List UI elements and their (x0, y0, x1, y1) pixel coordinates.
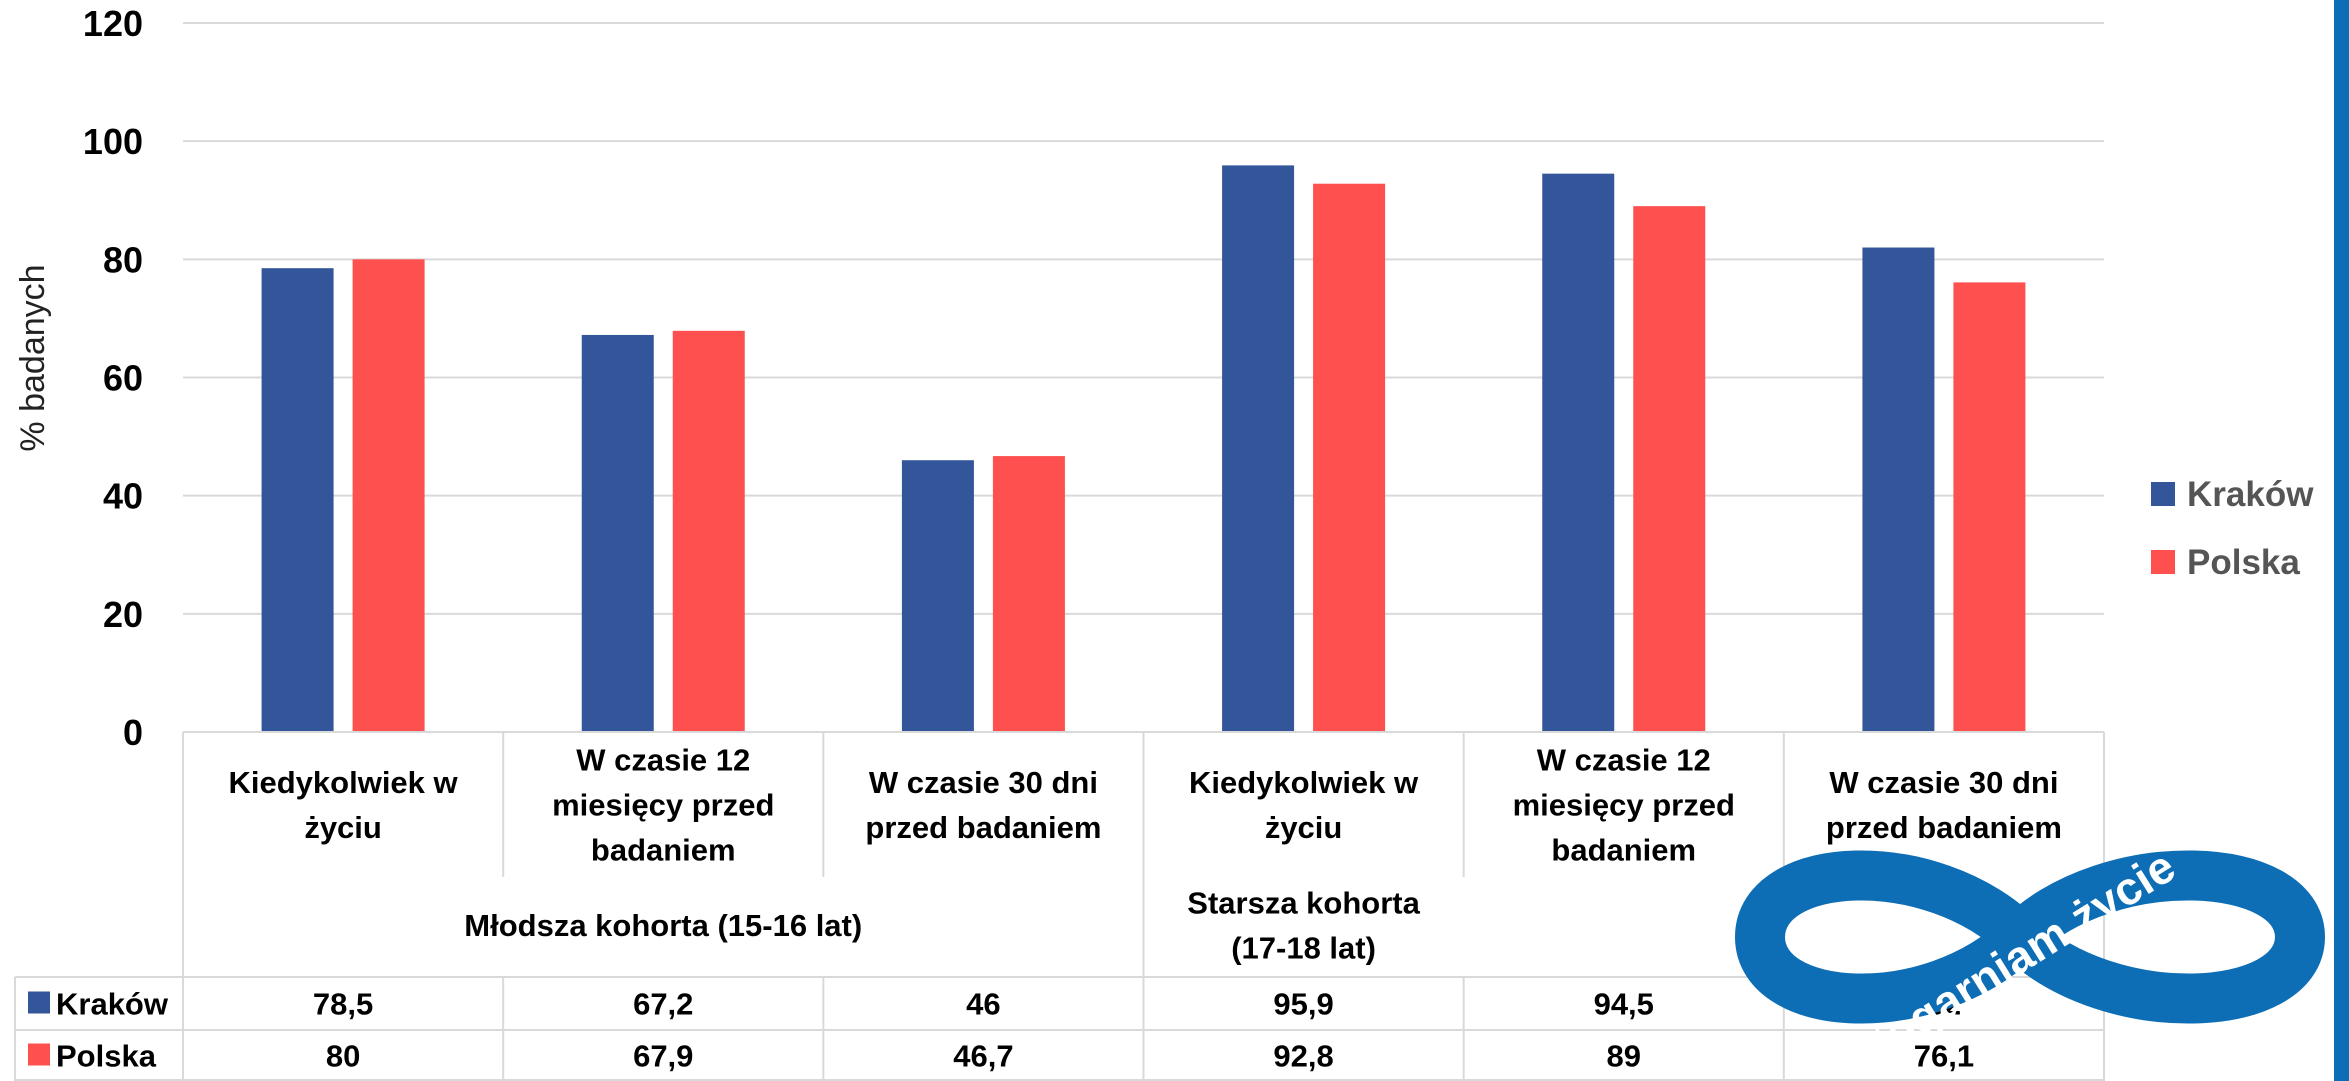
y-tick-label: 120 (83, 3, 143, 44)
x-tick-label: W czasie 30 dni przed badaniem (865, 765, 1101, 845)
legend-label: Kraków (2187, 475, 2314, 514)
bar-krakw-5 (1862, 247, 1935, 732)
table-legend-key (28, 991, 50, 1014)
y-tick-label: 20 (103, 594, 143, 635)
x-tick-label: Kiedykolwiek w życiu (229, 765, 459, 845)
group-label: Młodsza kohorta (15-16 lat) (464, 908, 862, 943)
bar-polska-1 (672, 330, 745, 732)
legend-key (2151, 482, 2175, 506)
table-cell: 76,1 (1914, 1039, 1974, 1074)
bar-polska-4 (1633, 206, 1706, 733)
x-tick-label: W czasie 12 miesięcy przed badaniem (552, 743, 774, 868)
table-cell: 67,2 (633, 987, 693, 1022)
table-cell: 89 (1607, 1039, 1641, 1074)
infinity-logo-icon (1735, 850, 2325, 1024)
y-tick-label: 60 (103, 358, 143, 399)
bars (261, 165, 2026, 733)
right-accent-bar (2334, 0, 2349, 1081)
gridlines (183, 22, 2104, 615)
table-cell: 46 (966, 987, 1000, 1022)
table-legend-key (28, 1043, 50, 1066)
x-tick-label: W czasie 30 dni przed badaniem (1826, 765, 2062, 845)
x-tick-label: Kiedykolwiek w życiu (1189, 765, 1419, 845)
legend: Kraków Polska (2151, 475, 2314, 582)
legend-key (2151, 550, 2175, 574)
bar-krakw-4 (1542, 173, 1615, 733)
x-tick-label: W czasie 12 miesięcy przed badaniem (1513, 743, 1735, 868)
bar-krakw-3 (1222, 165, 1295, 732)
bar-polska-2 (992, 456, 1065, 732)
bar-krakw-1 (581, 334, 654, 732)
bar-polska-5 (1953, 282, 2026, 732)
table-row-header: Kraków (56, 987, 169, 1022)
y-axis-label: % badanych (14, 264, 52, 451)
table-cell: 95,9 (1273, 987, 1333, 1022)
bar-polska-3 (1313, 183, 1386, 732)
y-axis-ticks: 0 20 40 60 80 100 120 (83, 3, 143, 753)
legend-label: Polska (2187, 543, 2300, 582)
table-cell: 94,5 (1594, 987, 1654, 1022)
table-cell: 92,8 (1273, 1039, 1333, 1074)
table-cell: 78,5 (313, 987, 373, 1022)
table-cell: 46,7 (953, 1039, 1013, 1074)
y-tick-label: 0 (123, 712, 143, 753)
bar-krakw-2 (901, 460, 974, 732)
y-tick-label: 100 (83, 121, 143, 162)
y-tick-label: 80 (103, 239, 143, 280)
table-cell: 67,9 (633, 1039, 693, 1074)
data-table: Kiedykolwiek w życiu W czasie 12 miesięcy p… (14, 731, 2105, 1081)
bar-polska-0 (352, 259, 425, 732)
y-tick-label: 40 (103, 476, 143, 517)
bar-krakw-0 (261, 268, 334, 732)
table-row-header: Polska (56, 1039, 157, 1074)
table-cell: 80 (326, 1039, 360, 1074)
watermark-logo: #ogarniam życie (1735, 840, 2325, 1073)
group-label: Starsza kohorta (17-18 lat) (1187, 886, 1420, 966)
